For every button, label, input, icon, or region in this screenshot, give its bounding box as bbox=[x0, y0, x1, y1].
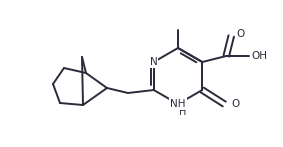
Text: O: O bbox=[231, 99, 239, 109]
Text: N: N bbox=[150, 57, 158, 67]
Text: N: N bbox=[150, 57, 158, 67]
Text: OH: OH bbox=[251, 51, 267, 61]
Text: N: N bbox=[150, 57, 158, 67]
Text: N: N bbox=[172, 100, 180, 110]
Text: H: H bbox=[179, 107, 187, 117]
Text: NH: NH bbox=[170, 99, 186, 109]
Text: O: O bbox=[236, 29, 245, 39]
